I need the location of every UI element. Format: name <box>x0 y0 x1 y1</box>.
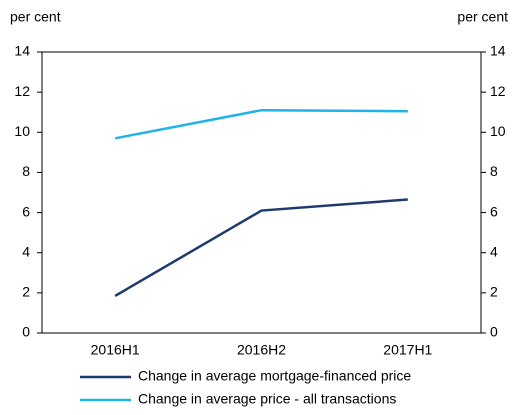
y-tick-label: 6 <box>22 203 30 219</box>
y2-tick-label: 8 <box>490 163 498 179</box>
series-line <box>114 198 408 297</box>
y2-tick-label: 4 <box>490 243 498 259</box>
y-tick-label: 2 <box>22 284 30 300</box>
y-tick-label: 10 <box>14 123 30 139</box>
series-line <box>114 108 408 140</box>
y2-tick-label: 6 <box>490 203 498 219</box>
y2-tick-label: 2 <box>490 284 498 300</box>
y2-tick-label: 0 <box>490 324 498 340</box>
y-axis-label: per cent <box>10 9 61 25</box>
y2-tick-label: 10 <box>490 123 506 139</box>
legend-label: Change in average mortgage-financed pric… <box>138 368 411 384</box>
legend-label: Change in average price - all transactio… <box>138 391 396 407</box>
x-tick-label: 2017H1 <box>383 342 432 358</box>
plot-frame <box>41 51 482 334</box>
y2-axis-label: per cent <box>457 9 508 25</box>
y-tick-label: 0 <box>22 324 30 340</box>
x-tick-label: 2016H1 <box>91 342 140 358</box>
y2-tick-label: 14 <box>490 43 506 59</box>
y-tick-label: 14 <box>14 43 30 59</box>
y-tick-label: 4 <box>22 243 30 259</box>
x-tick-label: 2016H2 <box>237 342 286 358</box>
y-tick-label: 8 <box>22 163 30 179</box>
y-tick-label: 12 <box>14 83 30 99</box>
y2-tick-label: 12 <box>490 83 506 99</box>
